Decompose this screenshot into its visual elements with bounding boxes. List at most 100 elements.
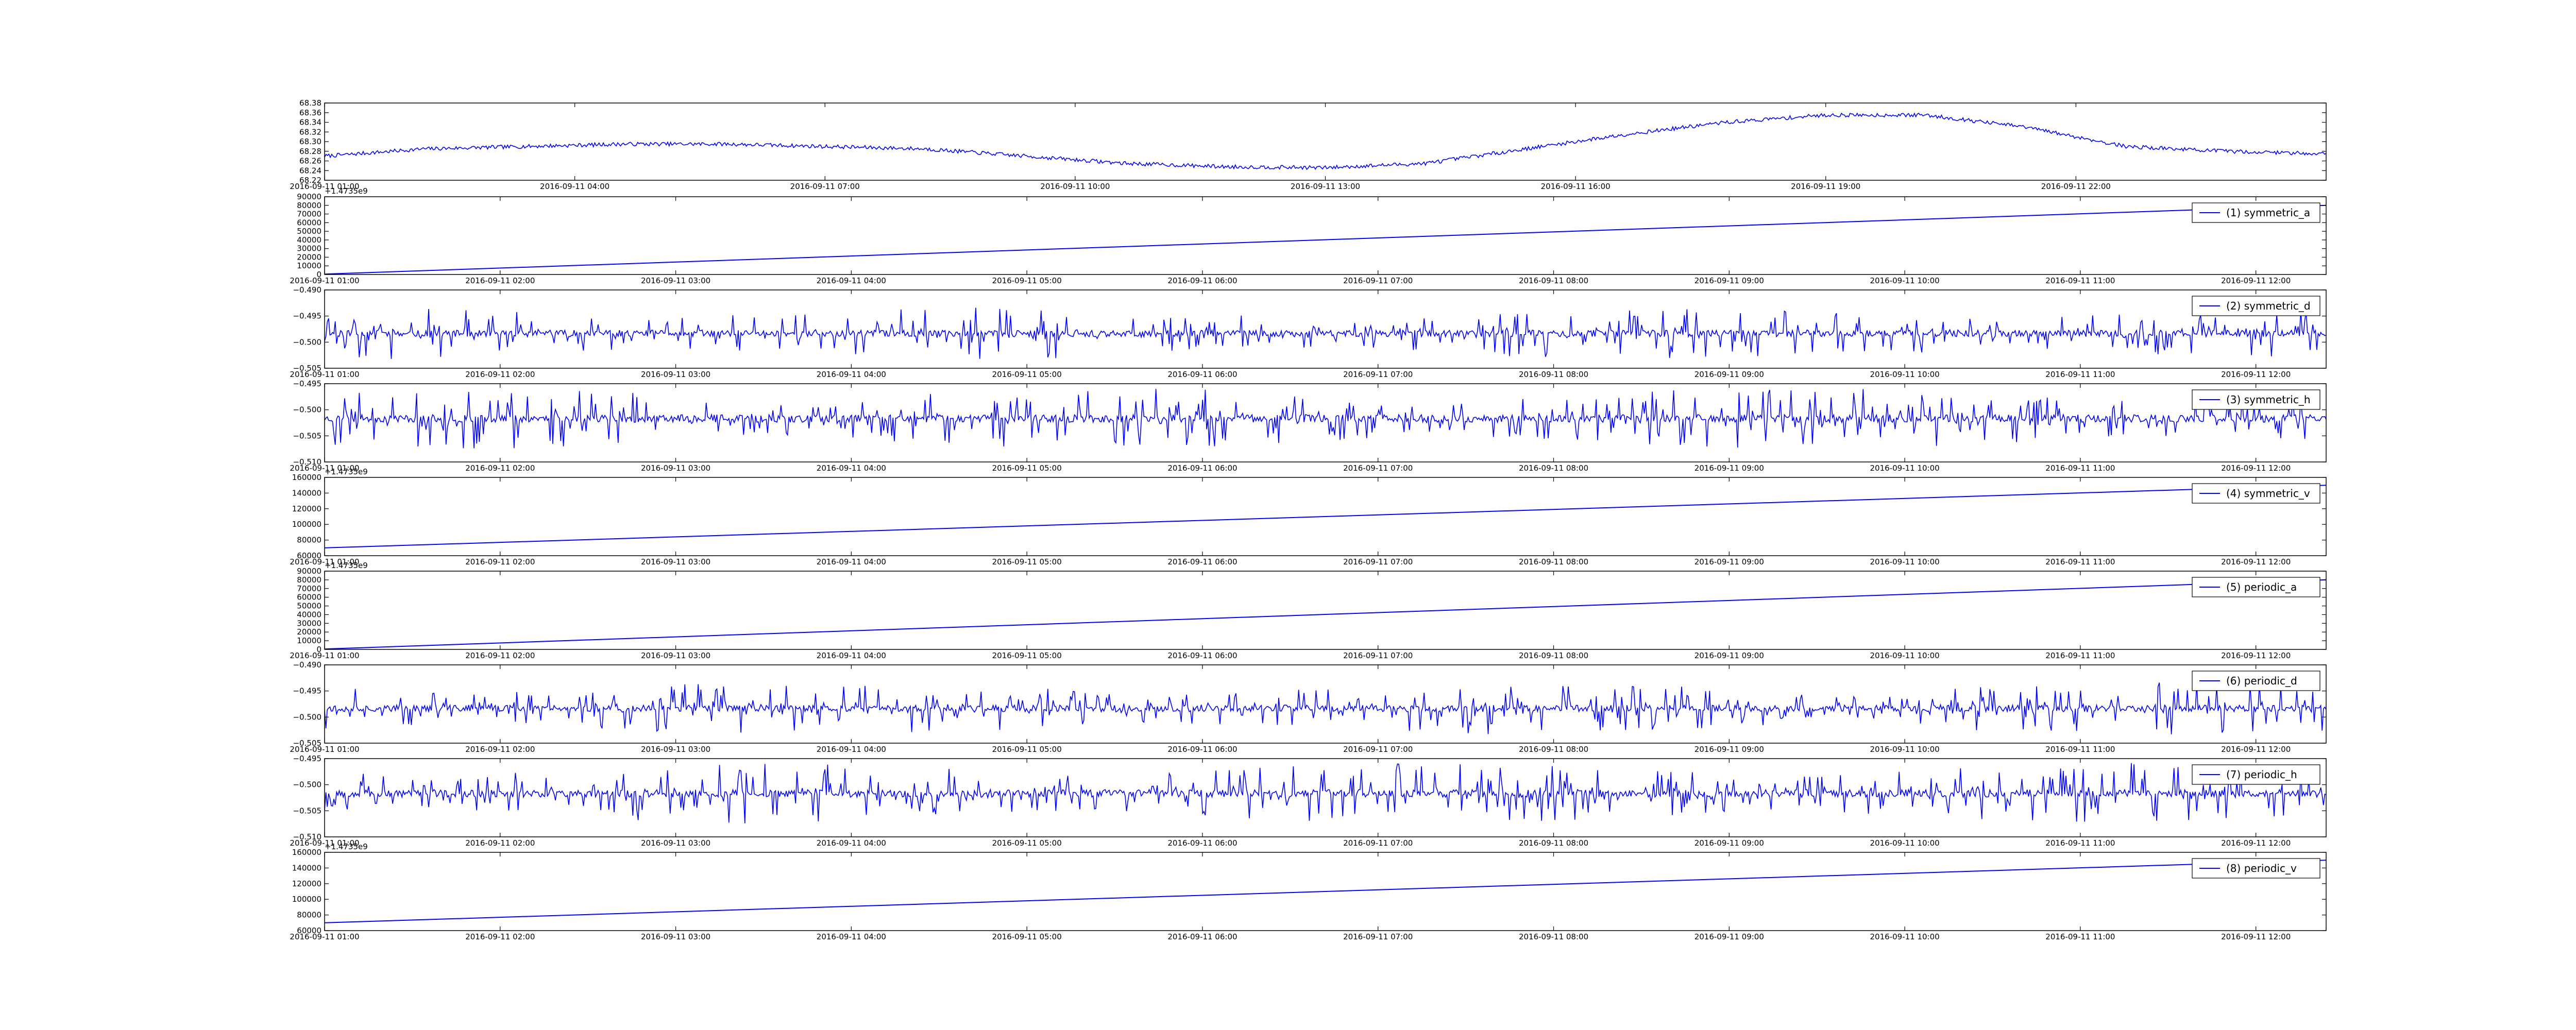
subplot-9: 60000 80000 100000 120000 140000 160000 2016-0…	[290, 842, 2327, 941]
x-tick-label: 2016-09-11 03:00	[641, 651, 710, 660]
legend: (1) symmetric_a	[2192, 202, 2320, 223]
y-tick-label: 80000	[297, 201, 321, 210]
y-tick-label: −0.510	[293, 457, 321, 467]
y-tick-label: 40000	[297, 610, 321, 619]
y-tick-label: 68.28	[299, 147, 321, 156]
x-tick-label: 2016-09-11 05:00	[992, 745, 1062, 754]
x-tick-label: 2016-09-11 05:00	[992, 932, 1062, 941]
series-line-3-1	[325, 307, 2326, 359]
y-tick-label: −0.500	[293, 337, 321, 347]
x-tick-label: 2016-09-11 11:00	[2045, 932, 2115, 941]
x-tick-label: 2016-09-11 01:00	[290, 370, 359, 379]
axis-offset-label: +1.4735e9	[325, 467, 368, 476]
y-tick-label: 68.38	[299, 98, 321, 108]
y-tick-label: 60000	[297, 551, 321, 560]
x-tick-label: 2016-09-11 08:00	[1519, 745, 1588, 754]
x-tick-label: 2016-09-11 07:00	[1343, 838, 1413, 848]
x-tick-label: 2016-09-11 11:00	[2045, 276, 2115, 285]
subplot-2: 0100002000030000400005000060000700008000…	[290, 186, 2327, 285]
x-tick-label: 2016-09-11 04:00	[540, 182, 609, 191]
subplot-4: −0.510 −0.505 −0.500 −0.495 2016-09-11 01:00…	[290, 379, 2327, 473]
x-tick-label: 2016-09-11 10:00	[1870, 651, 1940, 660]
x-tick-label: 2016-09-11 06:00	[1167, 651, 1237, 660]
legend: (2) symmetric_d	[2192, 296, 2320, 316]
y-tick-label: −0.505	[293, 806, 321, 815]
series-line-9-1	[325, 860, 2326, 923]
x-tick-label: 2016-09-11 19:00	[1791, 182, 1860, 191]
x-tick-label: 2016-09-11 09:00	[1694, 932, 1764, 941]
y-tick-label: 68.30	[299, 137, 321, 146]
axis-offset-label: +1.4735e9	[325, 561, 368, 570]
y-tick-label: 10000	[297, 261, 321, 270]
y-tick-label: 0	[316, 645, 321, 654]
y-tick-label: 70000	[297, 584, 321, 593]
x-tick-label: 2016-09-11 05:00	[992, 370, 1062, 379]
y-tick-label: 10000	[297, 636, 321, 645]
x-tick-label: 2016-09-11 12:00	[2221, 464, 2291, 473]
axes-frame	[324, 852, 2327, 931]
legend-label: (6) periodic_d	[2226, 675, 2297, 687]
x-tick-label: 2016-09-11 03:00	[641, 276, 710, 285]
y-tick-label: 30000	[297, 244, 321, 253]
legend: (8) periodic_v	[2192, 858, 2320, 879]
y-tick-label: 50000	[297, 227, 321, 236]
x-tick-label: 2016-09-11 08:00	[1519, 557, 1588, 566]
x-tick-label: 2016-09-11 11:00	[2045, 745, 2115, 754]
y-tick-label: 20000	[297, 627, 321, 637]
legend: (7) periodic_h	[2192, 764, 2320, 785]
y-tick-label: 68.36	[299, 108, 321, 117]
axes-frame	[324, 571, 2327, 650]
x-tick-label: 2016-09-11 12:00	[2221, 370, 2291, 379]
x-tick-label: 2016-09-11 10:00	[1870, 370, 1940, 379]
x-tick-label: 2016-09-11 09:00	[1694, 557, 1764, 566]
x-tick-label: 2016-09-11 05:00	[992, 557, 1062, 566]
x-tick-label: 2016-09-11 11:00	[2045, 651, 2115, 660]
legend-label: (5) periodic_a	[2226, 581, 2297, 593]
y-tick-label: 140000	[292, 488, 321, 497]
x-tick-label: 2016-09-11 01:00	[290, 557, 359, 566]
x-tick-label: 2016-09-11 08:00	[1519, 464, 1588, 473]
x-tick-label: 2016-09-11 12:00	[2221, 745, 2291, 754]
x-tick-label: 2016-09-11 07:00	[1343, 932, 1413, 941]
x-tick-label: 2016-09-11 11:00	[2045, 838, 2115, 848]
subplot-3: −0.505 −0.500 −0.495 −0.490 2016-09-11 01:00…	[290, 285, 2327, 379]
subplot-5: 60000800001000001200001400001600002016-0…	[290, 467, 2327, 566]
legend-label: (1) symmetric_a	[2226, 207, 2310, 219]
x-tick-label: 2016-09-11 06:00	[1167, 276, 1237, 285]
x-tick-label: 2016-09-11 01:00	[290, 464, 359, 473]
y-tick-label: −0.495	[293, 379, 321, 388]
x-tick-label: 2016-09-11 09:00	[1694, 745, 1764, 754]
series-line-2-1	[325, 204, 2326, 274]
x-tick-label: 2016-09-11 08:00	[1519, 276, 1588, 285]
x-tick-label: 2016-09-11 08:00	[1519, 838, 1588, 848]
series-line-7-1	[325, 682, 2326, 734]
x-tick-label: 2016-09-11 09:00	[1694, 276, 1764, 285]
axes-frame	[324, 196, 2327, 275]
x-tick-label: 2016-09-11 11:00	[2045, 557, 2115, 566]
y-tick-label: −0.490	[293, 660, 321, 670]
y-tick-label: 68.34	[299, 118, 321, 127]
x-tick-label: 2016-09-11 01:00	[290, 932, 359, 941]
axes-frame	[324, 664, 2327, 744]
x-tick-label: 2016-09-11 05:00	[992, 276, 1062, 285]
y-tick-label: −0.495	[293, 686, 321, 696]
x-tick-label: 2016-09-11 02:00	[465, 276, 535, 285]
x-tick-label: 2016-09-11 03:00	[641, 745, 710, 754]
x-tick-label: 2016-09-11 10:00	[1040, 182, 1110, 191]
x-tick-label: 2016-09-11 12:00	[2221, 276, 2291, 285]
y-tick-label: 30000	[297, 619, 321, 628]
y-tick-label: 80000	[297, 911, 321, 920]
y-tick-label: −0.505	[293, 739, 321, 748]
x-tick-label: 2016-09-11 04:00	[817, 464, 886, 473]
x-tick-label: 2016-09-11 12:00	[2221, 932, 2291, 941]
x-tick-label: 2016-09-11 02:00	[465, 557, 535, 566]
x-tick-label: 2016-09-11 07:00	[1343, 557, 1413, 566]
x-tick-label: 2016-09-11 12:00	[2221, 557, 2291, 566]
axes-frame	[324, 289, 2327, 369]
subplot-1: 68.2268.2468.2668.2868.3068.3268.3468.36…	[290, 98, 2327, 191]
y-tick-label: 120000	[292, 879, 321, 888]
y-tick-label: 100000	[292, 895, 321, 904]
x-tick-label: 2016-09-11 10:00	[1870, 557, 1940, 566]
x-tick-label: 2016-09-11 06:00	[1167, 932, 1237, 941]
